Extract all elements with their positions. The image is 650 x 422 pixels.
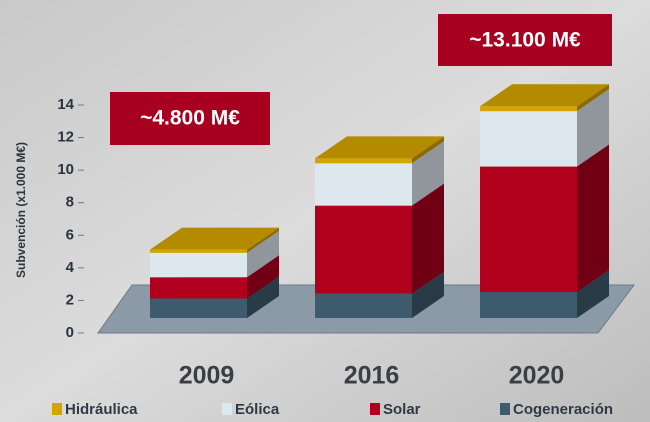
x-tick-label: 2016 <box>344 362 400 390</box>
bar-side <box>577 84 609 112</box>
bar-top <box>480 84 609 107</box>
bar <box>150 298 247 318</box>
annotation-box <box>438 14 612 66</box>
bar <box>480 166 577 292</box>
bar-side <box>577 89 609 167</box>
bar-side <box>247 276 279 318</box>
bar-side <box>577 269 609 318</box>
bar-top <box>150 227 279 250</box>
y-axis-label: Subvención (x1.000 M€) <box>14 142 28 278</box>
bar <box>315 205 412 294</box>
y-tick-label: 6 <box>66 226 74 243</box>
legend-label: Solar <box>383 401 421 418</box>
y-tick-label: 10 <box>57 161 74 178</box>
y-tick-label: 12 <box>57 129 74 146</box>
bar-side <box>247 227 279 253</box>
y-tick-label: 0 <box>66 324 74 341</box>
y-tick-label: 4 <box>66 259 75 276</box>
bar <box>480 106 577 112</box>
legend-label: Hidráulica <box>65 401 138 418</box>
annotation: ~13.100 M€ <box>469 29 581 52</box>
bar <box>315 163 412 206</box>
bar-side <box>247 230 279 278</box>
x-tick-label: 2009 <box>179 362 235 390</box>
legend-swatch <box>370 403 380 415</box>
bar <box>150 252 247 278</box>
bar <box>480 291 577 318</box>
bar-top <box>315 136 444 159</box>
bar-side <box>412 141 444 206</box>
legend-swatch <box>500 403 510 415</box>
bar <box>150 249 247 253</box>
bar-side <box>577 144 609 292</box>
legend-label: Cogeneración <box>513 401 613 418</box>
legend-swatch <box>52 403 62 415</box>
bar <box>315 293 412 318</box>
bar <box>315 158 412 164</box>
bar-side <box>412 136 444 164</box>
y-tick-label: 8 <box>66 194 74 211</box>
y-tick-label: 14 <box>57 96 74 113</box>
legend-swatch <box>222 403 232 415</box>
bar-side <box>412 183 444 294</box>
bar-side <box>247 255 279 299</box>
bar-side <box>412 271 444 318</box>
legend-label: Eólica <box>235 401 280 418</box>
bar <box>480 111 577 167</box>
annotation-box <box>110 92 270 145</box>
y-tick-label: 2 <box>66 291 74 308</box>
annotation: ~4.800 M€ <box>140 107 240 130</box>
bar <box>150 277 247 299</box>
x-tick-label: 2020 <box>509 362 565 390</box>
